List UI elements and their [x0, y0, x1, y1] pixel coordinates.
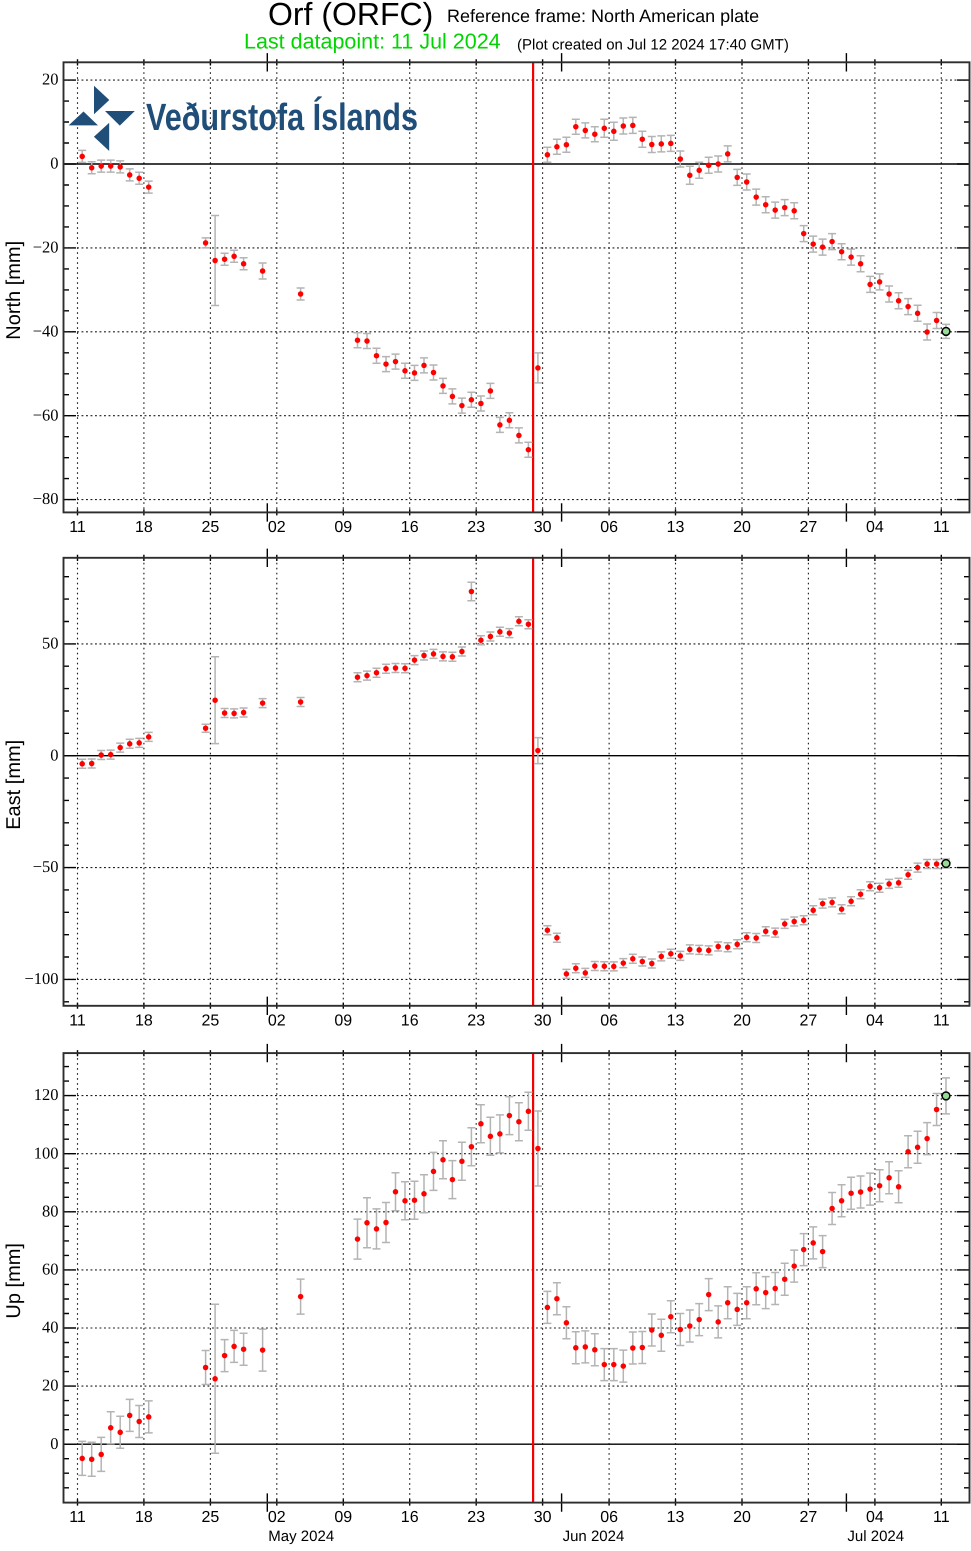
svg-text:02: 02	[268, 1012, 286, 1029]
svg-text:80: 80	[42, 1201, 59, 1220]
svg-text:20: 20	[733, 1012, 751, 1029]
svg-text:27: 27	[800, 1012, 818, 1029]
svg-text:30: 30	[534, 1509, 552, 1526]
svg-text:Orf (ORFC): Orf (ORFC)	[268, 0, 433, 32]
svg-text:13: 13	[667, 519, 685, 536]
svg-text:11: 11	[933, 519, 950, 536]
svg-text:18: 18	[135, 519, 153, 536]
svg-text:27: 27	[800, 1509, 818, 1526]
svg-text:(Plot created on Jul 12 2024 1: (Plot created on Jul 12 2024 17:40 GMT)	[517, 36, 789, 53]
svg-text:30: 30	[534, 1012, 552, 1029]
svg-text:02: 02	[268, 519, 286, 536]
svg-text:25: 25	[202, 1012, 220, 1029]
svg-text:11: 11	[933, 1012, 950, 1029]
svg-text:0: 0	[50, 745, 58, 764]
svg-text:04: 04	[866, 1509, 884, 1526]
svg-text:Jul 2024: Jul 2024	[847, 1528, 904, 1545]
svg-text:25: 25	[202, 519, 220, 536]
svg-text:11: 11	[933, 1509, 950, 1526]
svg-text:16: 16	[401, 519, 419, 536]
svg-text:25: 25	[202, 1509, 220, 1526]
svg-text:Last datapoint: 11 Jul 2024: Last datapoint: 11 Jul 2024	[244, 30, 501, 54]
svg-text:Veðurstofa Íslands: Veðurstofa Íslands	[146, 96, 418, 139]
svg-text:Jun 2024: Jun 2024	[563, 1528, 625, 1545]
svg-text:−100: −100	[24, 969, 58, 988]
svg-text:100: 100	[34, 1143, 59, 1162]
svg-text:20: 20	[42, 70, 59, 89]
svg-text:09: 09	[334, 519, 352, 536]
svg-text:11: 11	[69, 519, 86, 536]
svg-text:18: 18	[135, 1012, 153, 1029]
svg-text:−20: −20	[33, 238, 59, 257]
svg-text:−40: −40	[33, 321, 59, 340]
svg-text:May 2024: May 2024	[268, 1528, 334, 1545]
svg-text:120: 120	[34, 1085, 59, 1104]
svg-text:04: 04	[866, 1012, 884, 1029]
svg-text:13: 13	[667, 1012, 685, 1029]
svg-text:11: 11	[69, 1509, 86, 1526]
svg-text:Reference frame: North America: Reference frame: North American plate	[447, 6, 759, 26]
svg-text:0: 0	[50, 154, 58, 173]
svg-text:North [mm]: North [mm]	[3, 241, 25, 340]
svg-text:16: 16	[401, 1012, 419, 1029]
svg-text:−80: −80	[33, 489, 59, 508]
svg-text:13: 13	[667, 1509, 685, 1526]
svg-text:23: 23	[467, 1509, 485, 1526]
svg-text:20: 20	[733, 1509, 751, 1526]
svg-text:09: 09	[334, 1509, 352, 1526]
svg-text:27: 27	[800, 519, 818, 536]
svg-text:Up [mm]: Up [mm]	[3, 1243, 25, 1319]
svg-text:06: 06	[600, 1509, 618, 1526]
svg-text:06: 06	[600, 519, 618, 536]
svg-text:40: 40	[42, 1318, 59, 1337]
svg-text:0: 0	[50, 1434, 58, 1453]
svg-text:16: 16	[401, 1509, 419, 1526]
svg-text:09: 09	[334, 1012, 352, 1029]
svg-text:20: 20	[42, 1376, 59, 1395]
svg-text:11: 11	[69, 1012, 86, 1029]
svg-text:23: 23	[467, 1012, 485, 1029]
svg-text:30: 30	[534, 519, 552, 536]
svg-text:02: 02	[268, 1509, 286, 1526]
svg-text:−50: −50	[33, 857, 59, 876]
svg-text:East [mm]: East [mm]	[3, 740, 25, 830]
svg-text:60: 60	[42, 1260, 59, 1279]
svg-text:50: 50	[42, 634, 59, 653]
svg-text:18: 18	[135, 1509, 153, 1526]
svg-text:04: 04	[866, 519, 884, 536]
svg-text:23: 23	[467, 519, 485, 536]
svg-text:−60: −60	[33, 405, 59, 424]
svg-text:06: 06	[600, 1012, 618, 1029]
svg-text:20: 20	[733, 519, 751, 536]
